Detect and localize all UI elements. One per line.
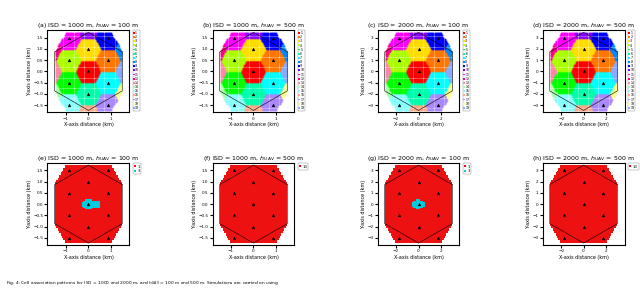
X-axis label: X-axis distance (km): X-axis distance (km) <box>228 122 278 127</box>
Title: (c) ISD = 2000 m, $h_{\mathrm{UAV}}$ = 100 m: (c) ISD = 2000 m, $h_{\mathrm{UAV}}$ = 1… <box>367 21 470 30</box>
Legend: 1, 2, 3, 4, 5, 6, 7, 8, 9, 10, 11, 12, 13, 14, 15, 16, 17, 18, 19: 1, 2, 3, 4, 5, 6, 7, 8, 9, 10, 11, 12, 1… <box>298 30 305 110</box>
Legend: 1, 3: 1, 3 <box>463 164 471 174</box>
X-axis label: X-axis distance (km): X-axis distance (km) <box>559 122 609 127</box>
Y-axis label: Y-axis distance (km): Y-axis distance (km) <box>526 47 531 96</box>
X-axis label: X-axis distance (km): X-axis distance (km) <box>559 255 609 260</box>
Title: (h) ISD = 2000 m, $h_{\mathrm{UAV}}$ = 500 m: (h) ISD = 2000 m, $h_{\mathrm{UAV}}$ = 5… <box>532 154 635 163</box>
Title: (a) ISD = 1000 m, $h_{\mathrm{UAV}}$ = 100 m: (a) ISD = 1000 m, $h_{\mathrm{UAV}}$ = 1… <box>37 21 140 30</box>
Title: (d) ISD = 2000 m, $h_{\mathrm{UAV}}$ = 500 m: (d) ISD = 2000 m, $h_{\mathrm{UAV}}$ = 5… <box>532 21 635 30</box>
Legend: 1, 2, 3, 4, 5, 6, 7, 8, 9, 10, 11, 12, 13, 14, 15, 16, 17, 18, 19: 1, 2, 3, 4, 5, 6, 7, 8, 9, 10, 11, 12, 1… <box>628 30 635 110</box>
Title: (b) ISD = 1000 m, $h_{\mathrm{UAV}}$ = 500 m: (b) ISD = 1000 m, $h_{\mathrm{UAV}}$ = 5… <box>202 21 305 30</box>
Legend: 1, 2, 3, 4, 5, 6, 7, 8, 9, 10, 11, 12, 13, 14, 15, 16, 17, 18, 19: 1, 2, 3, 4, 5, 6, 7, 8, 9, 10, 11, 12, 1… <box>132 30 140 110</box>
X-axis label: X-axis distance (km): X-axis distance (km) <box>63 122 113 127</box>
Y-axis label: Y-axis distance (km): Y-axis distance (km) <box>361 47 366 96</box>
Title: (f) ISD = 1000 m, $h_{\mathrm{UAV}}$ = 500 m: (f) ISD = 1000 m, $h_{\mathrm{UAV}}$ = 5… <box>203 154 304 163</box>
X-axis label: X-axis distance (km): X-axis distance (km) <box>63 255 113 260</box>
Y-axis label: Y-axis distance (km): Y-axis distance (km) <box>526 180 531 229</box>
Title: (g) ISD = 2000 m, $h_{\mathrm{UAV}}$ = 100 m: (g) ISD = 2000 m, $h_{\mathrm{UAV}}$ = 1… <box>367 154 470 163</box>
X-axis label: X-axis distance (km): X-axis distance (km) <box>394 255 444 260</box>
Legend: 1, 2, 3, 4, 5, 6, 7, 8, 9, 10, 11, 12, 13, 14, 15, 16, 17, 18, 19: 1, 2, 3, 4, 5, 6, 7, 8, 9, 10, 11, 12, 1… <box>463 30 470 110</box>
Legend: 13: 13 <box>298 164 308 170</box>
X-axis label: X-axis distance (km): X-axis distance (km) <box>228 255 278 260</box>
Y-axis label: Y-axis distance (km): Y-axis distance (km) <box>361 180 366 229</box>
Legend: 13: 13 <box>628 164 639 170</box>
Y-axis label: Y-axis distance (km): Y-axis distance (km) <box>192 180 197 229</box>
Title: (e) ISD = 1000 m, $h_{\mathrm{UAV}}$ = 100 m: (e) ISD = 1000 m, $h_{\mathrm{UAV}}$ = 1… <box>37 154 140 163</box>
Y-axis label: Y-axis distance (km): Y-axis distance (km) <box>27 180 32 229</box>
Y-axis label: Y-axis distance (km): Y-axis distance (km) <box>27 47 32 96</box>
Y-axis label: Y-axis distance (km): Y-axis distance (km) <box>192 47 197 96</box>
Text: Fig. 4: Cell association patterns for ISD = 1000 and 2000 m, and $h_{\mathrm{UAV: Fig. 4: Cell association patterns for IS… <box>6 279 280 287</box>
Legend: 1, 3: 1, 3 <box>133 164 141 174</box>
X-axis label: X-axis distance (km): X-axis distance (km) <box>394 122 444 127</box>
